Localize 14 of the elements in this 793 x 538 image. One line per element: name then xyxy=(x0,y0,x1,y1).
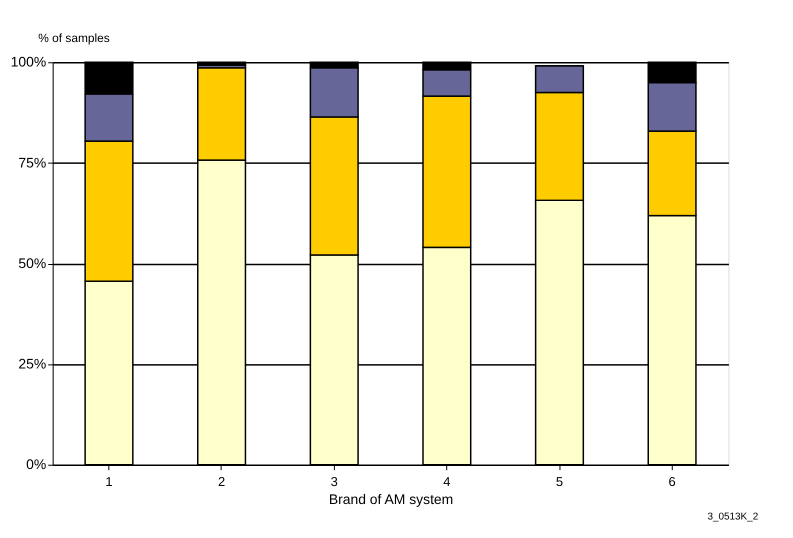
y-tick-label: 25% xyxy=(18,356,46,372)
x-tick-label: 3 xyxy=(330,474,338,490)
y-tick-label: 50% xyxy=(18,254,46,271)
x-tick-label: 1 xyxy=(105,474,113,490)
x-tick-label: 2 xyxy=(218,474,226,490)
text: 3_0513K_2 xyxy=(707,511,759,522)
x-tick-label: 6 xyxy=(668,474,676,490)
y-axis-title: % of samples xyxy=(38,30,110,45)
y-tick-label: 0% xyxy=(26,456,46,472)
y-tick-label: 75% xyxy=(18,154,46,170)
x-tick-label: 4 xyxy=(443,474,450,490)
y-tick-label: 100% xyxy=(10,54,46,70)
x-axis-title: Brand of AM system xyxy=(328,490,454,507)
x-tick-label: 5 xyxy=(556,474,564,490)
